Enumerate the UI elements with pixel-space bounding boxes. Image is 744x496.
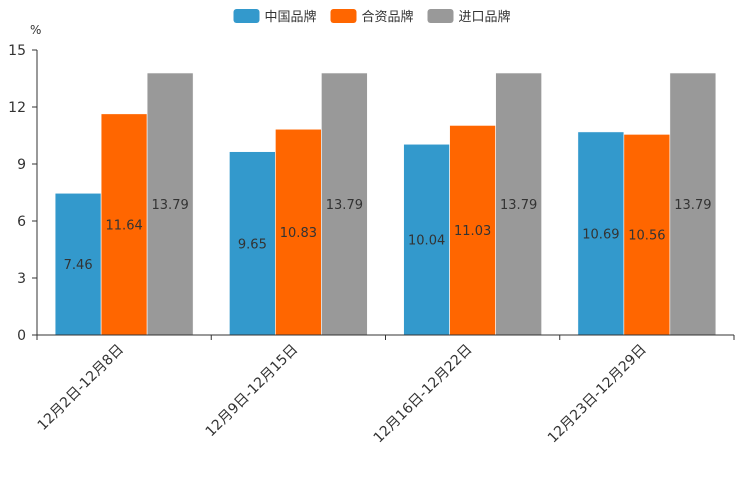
legend-swatch xyxy=(233,9,260,23)
bar-value-label: 10.83 xyxy=(280,226,317,241)
bar-value-label: 13.79 xyxy=(500,198,537,213)
bar xyxy=(449,125,496,336)
legend-swatch xyxy=(427,9,454,23)
y-axis-ticks: 0 3 6 9 12 15 xyxy=(8,43,38,344)
x-tick-label: 12月2日-12月8日 xyxy=(35,342,127,434)
bar xyxy=(495,72,542,336)
bar-value-label: 7.46 xyxy=(64,258,93,273)
bar-value-label: 13.79 xyxy=(326,198,363,213)
y-tick-label: 9 xyxy=(17,157,26,173)
legend: 中国品牌 合资品牌 进口品牌 xyxy=(233,9,511,25)
y-axis-unit-label: % xyxy=(30,23,41,37)
x-tick-label: 12月23日-12月29日 xyxy=(545,342,650,447)
bar xyxy=(669,72,717,336)
y-tick-label: 12 xyxy=(8,100,26,116)
x-axis: 12月2日-12月8日 12月9日-12月15日 12月16日-12月22日 12月2… xyxy=(35,334,735,447)
bar xyxy=(229,151,276,336)
y-tick-label: 3 xyxy=(17,271,26,287)
x-tick-label: 12月9日-12月15日 xyxy=(203,342,302,441)
bar xyxy=(623,134,671,336)
legend-label: 进口品牌 xyxy=(459,9,511,25)
x-tick-label: 12月16日-12月22日 xyxy=(371,342,476,447)
legend-label: 中国品牌 xyxy=(265,9,317,25)
bar xyxy=(275,128,322,336)
bar-value-label: 13.79 xyxy=(152,198,189,213)
bar xyxy=(403,143,450,336)
y-tick-label: 0 xyxy=(17,328,26,344)
y-tick-label: 15 xyxy=(8,43,26,59)
bar xyxy=(321,72,368,336)
bar-value-label: 11.64 xyxy=(106,218,143,233)
bar-value-label: 9.65 xyxy=(238,237,267,252)
bar xyxy=(100,113,148,336)
y-tick-label: 6 xyxy=(17,214,26,230)
bar-value-label: 13.79 xyxy=(674,198,711,213)
bar xyxy=(146,72,194,336)
bars: 7.46 11.64 13.79 9.65 10.83 13.79 10.04 11.03 13… xyxy=(54,72,717,336)
bar-value-label: 11.03 xyxy=(454,224,491,239)
bar-value-label: 10.69 xyxy=(582,227,619,242)
bar-value-label: 10.56 xyxy=(628,229,665,244)
bar xyxy=(577,131,625,336)
legend-label: 合资品牌 xyxy=(362,9,414,25)
bar-value-label: 10.04 xyxy=(408,234,445,249)
legend-swatch xyxy=(330,9,357,23)
